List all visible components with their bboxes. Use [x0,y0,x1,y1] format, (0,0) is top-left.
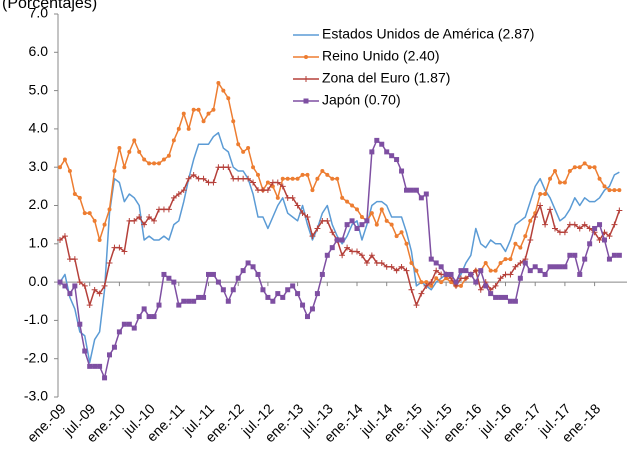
y-tick-label: 5.0 [29,81,49,97]
legend-label: Japón (0.70) [322,92,401,108]
chart-subtitle: (Porcentajes) [2,0,97,12]
legend-label: Reino Unido (2.40) [322,48,440,64]
y-tick-label: 1.0 [29,235,49,251]
y-tick-label: 0.0 [29,273,49,289]
y-tick-label: 3.0 [29,158,49,174]
y-tick-label: -2.0 [24,349,48,365]
legend-label: Estados Unidos de América (2.87) [322,26,534,42]
y-tick-label: 7.0 [29,5,49,21]
legend-label: Zona del Euro (1.87) [322,70,450,86]
y-tick-label: 4.0 [29,120,49,136]
y-tick-label: 6.0 [29,43,49,59]
x-tick-label: ene.-09 [24,400,69,445]
y-tick-label: -1.0 [24,311,48,327]
y-tick-label: 2.0 [29,196,49,212]
y-tick-label: -3.0 [24,388,48,404]
series-line [57,137,622,381]
series-line [58,80,622,288]
